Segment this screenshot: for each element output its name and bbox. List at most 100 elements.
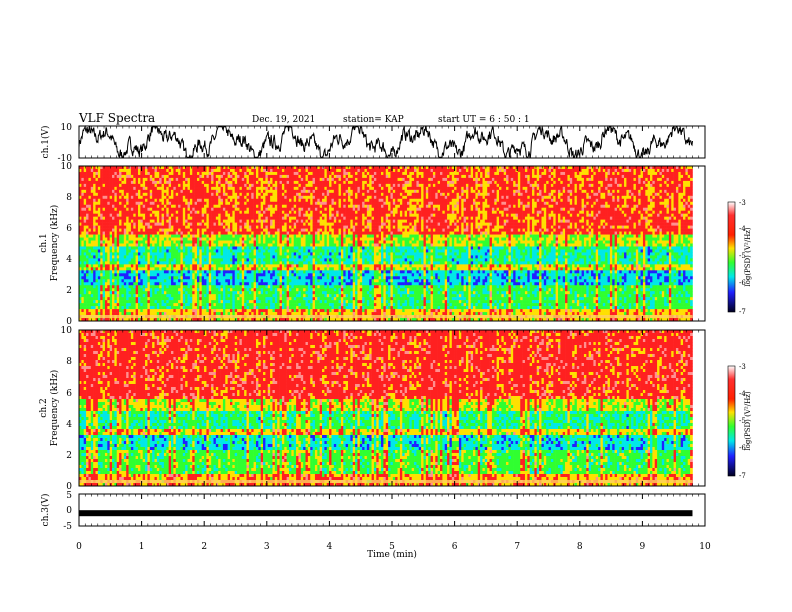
spectrogram-cell xyxy=(456,201,460,206)
spectrogram-cell xyxy=(527,195,530,200)
spectrogram-cell xyxy=(123,216,127,220)
spectrogram-cell xyxy=(340,219,344,223)
spectrogram-cell xyxy=(142,186,146,191)
spectrogram-cell xyxy=(461,192,464,197)
spectrogram-cell xyxy=(289,201,292,206)
spectrogram-cell xyxy=(664,189,667,194)
spectrogram-cell xyxy=(576,204,580,209)
spectrogram-cell xyxy=(463,183,467,188)
spectrogram-cell xyxy=(581,216,585,220)
spectrogram-cell xyxy=(187,213,191,217)
spectrogram-cell xyxy=(616,166,620,170)
spectrogram-cell xyxy=(102,210,106,214)
spectrogram-cell xyxy=(562,201,566,206)
spectrogram-cell xyxy=(215,198,219,203)
spectrogram-cell xyxy=(369,183,372,188)
spectrogram-cell xyxy=(213,177,217,182)
spectrogram-cell xyxy=(310,174,313,179)
spectrogram-cell xyxy=(345,186,349,191)
spectrogram-cell xyxy=(470,192,474,197)
spectrogram-cell xyxy=(182,198,186,203)
spectrogram-cell xyxy=(218,177,221,182)
spectrogram-cell xyxy=(86,219,89,223)
spectrogram-cell xyxy=(529,201,533,206)
spectrogram-cell xyxy=(690,213,693,217)
spectrogram-cell xyxy=(576,189,580,194)
spectrogram-cell xyxy=(215,192,219,197)
spectrogram-cell xyxy=(491,168,495,173)
spectrogram-cell xyxy=(305,219,309,223)
spectrogram-cell xyxy=(317,174,320,179)
spectrogram-cell xyxy=(239,189,243,194)
spectrogram-cell xyxy=(520,192,523,197)
spectrogram-cell xyxy=(487,180,490,185)
spectrogram-cell xyxy=(607,174,611,179)
spectrogram-cell xyxy=(574,198,578,203)
spectrogram-cell xyxy=(154,168,158,173)
spectrogram-cell xyxy=(83,183,87,188)
spectrogram-cell xyxy=(371,201,375,206)
spectrogram-cell xyxy=(402,210,405,214)
spectrogram-cell xyxy=(687,174,691,179)
spectrogram-cell xyxy=(324,219,328,223)
spectrogram-cell xyxy=(586,195,589,200)
spectrogram-cell xyxy=(565,216,568,220)
spectrogram-cell xyxy=(652,213,656,217)
spectrogram-cell xyxy=(529,183,533,188)
spectrogram-cell xyxy=(185,222,188,226)
spectrogram-cell xyxy=(286,192,290,197)
spectrogram-cell xyxy=(135,195,139,200)
spectrogram-cell xyxy=(673,168,677,173)
spectrogram-cell xyxy=(171,171,174,176)
spectrogram-cell xyxy=(366,177,370,182)
spectrogram-cell xyxy=(161,174,165,179)
spectrogram-cell xyxy=(390,192,394,197)
spectrogram-cell xyxy=(395,195,398,200)
spectrogram-cell xyxy=(539,183,542,188)
spectrogram-cell xyxy=(300,216,304,220)
spectrogram-cell xyxy=(583,177,587,182)
spectrogram-cell xyxy=(673,174,677,179)
spectrogram-cell xyxy=(546,204,549,209)
spectrogram-cell xyxy=(201,204,205,209)
spectrogram-cell xyxy=(447,213,450,217)
spectrogram-cell xyxy=(385,210,389,214)
spectrogram-cell xyxy=(529,166,533,170)
spectrogram-cell xyxy=(187,186,191,191)
spectrogram-cell xyxy=(314,201,318,206)
spectrogram-cell xyxy=(340,195,344,200)
spectrogram-cell xyxy=(451,192,455,197)
spectrogram-cell xyxy=(470,189,474,194)
spectrogram-cell xyxy=(404,183,408,188)
spectrogram-cell xyxy=(678,216,681,220)
spectrogram-cell xyxy=(215,166,219,170)
spectrogram-cell xyxy=(583,201,587,206)
spectrogram-cell xyxy=(180,219,184,223)
spectrogram-cell xyxy=(411,195,415,200)
spectrogram-cell xyxy=(562,213,566,217)
spectrogram-cell xyxy=(470,219,474,223)
spectrogram-cell xyxy=(352,195,356,200)
spectrogram-cell xyxy=(362,207,365,212)
spectrogram-cell xyxy=(687,216,691,220)
spectrogram-cell xyxy=(642,201,646,206)
spectrogram-cell xyxy=(211,192,214,197)
spectrogram-cell xyxy=(265,177,269,182)
spectrogram-cell xyxy=(671,171,674,176)
spectrogram-cell xyxy=(513,183,516,188)
spectrogram-cell xyxy=(119,174,122,179)
spectrogram-cell xyxy=(548,183,552,188)
spectrogram-cell xyxy=(642,198,646,203)
spectrogram-cell xyxy=(95,171,99,176)
spectrogram-cell xyxy=(406,210,410,214)
spectrogram-cell xyxy=(112,171,115,176)
spectrogram-cell xyxy=(397,166,401,170)
spectrogram-cell xyxy=(652,189,656,194)
spectrogram-cell xyxy=(251,219,254,223)
spectrogram-cell xyxy=(357,166,361,170)
spectrogram-cell xyxy=(284,213,287,217)
spectrogram-cell xyxy=(109,171,113,176)
spectrogram-cell xyxy=(602,171,606,176)
spectrogram-cell xyxy=(213,189,217,194)
spectrogram-cell xyxy=(612,166,615,170)
